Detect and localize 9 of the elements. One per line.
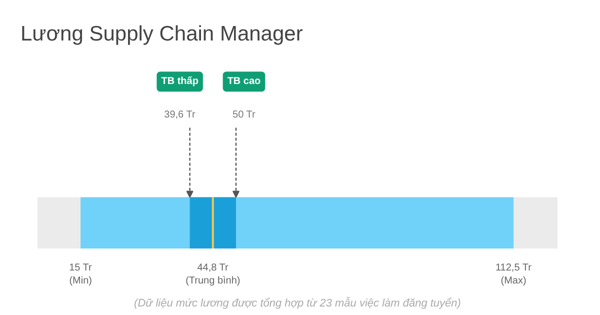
- text: TB thấp: [161, 76, 198, 88]
- x-tick-label: 112,5 Tr (Max): [495, 262, 532, 287]
- x-tick-label: 15 Tr (Min): [69, 262, 93, 287]
- text: 50 Tr: [232, 109, 256, 120]
- chart-title: Lương Supply Chain Manager: [20, 22, 303, 46]
- text: 39,6 Tr: [164, 109, 196, 120]
- x-tick-label: 44,8 Tr (Trung bình): [186, 262, 240, 287]
- text: TB cao: [227, 76, 261, 88]
- annotation: (Dữ liệu mức lương được tổng hợp từ 23 mẫu việc làm đăng tuyển): [134, 296, 462, 310]
